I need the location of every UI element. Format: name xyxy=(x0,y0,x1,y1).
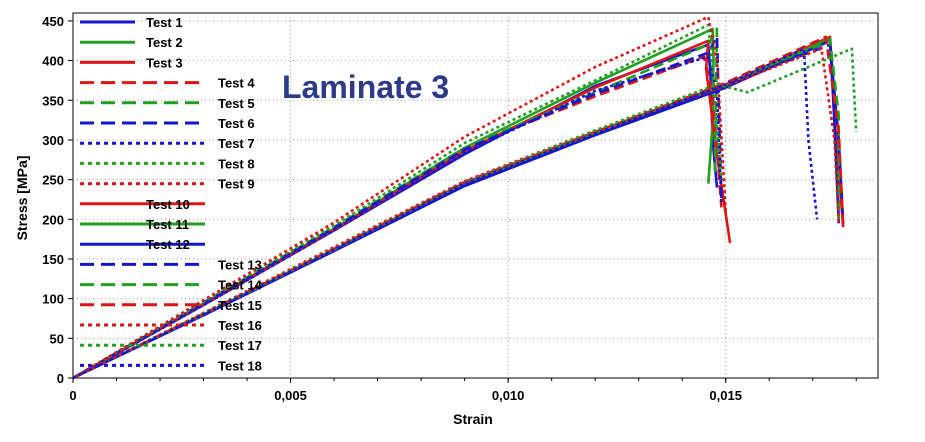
legend-label-8: Test 8 xyxy=(218,156,255,171)
legend-label-10: Test 10 xyxy=(146,197,190,212)
legend-label-3: Test 3 xyxy=(146,55,183,70)
legend-label-14: Test 14 xyxy=(218,278,263,293)
series-line-9 xyxy=(72,15,727,380)
legend-label-12: Test 12 xyxy=(146,237,190,252)
chart-title: Laminate 3 xyxy=(282,69,449,105)
legend-label-4: Test 4 xyxy=(218,76,255,91)
grid-lines xyxy=(73,13,878,378)
x-tick-label: 0 xyxy=(69,388,76,403)
y-tick-label: 350 xyxy=(42,93,64,108)
series-line-18 xyxy=(72,47,819,380)
legend-label-18: Test 18 xyxy=(218,358,262,373)
legend-label-11: Test 11 xyxy=(146,217,189,232)
series-lines xyxy=(72,15,858,380)
legend-label-5: Test 5 xyxy=(218,96,255,111)
legend-label-1: Test 1 xyxy=(146,15,183,30)
x-tick-label: 0,010 xyxy=(492,388,525,403)
y-tick-label: 250 xyxy=(42,173,64,188)
series-line-8 xyxy=(72,23,723,380)
y-tick-label: 100 xyxy=(42,292,64,307)
legend-label-13: Test 13 xyxy=(218,257,262,272)
y-tick-label: 300 xyxy=(42,133,64,148)
x-tick-label: 0,005 xyxy=(274,388,307,403)
legend-label-2: Test 2 xyxy=(146,35,183,50)
legend-label-9: Test 9 xyxy=(218,177,255,192)
series-line-15 xyxy=(72,35,845,380)
y-tick-label: 0 xyxy=(57,371,64,386)
legend-label-16: Test 16 xyxy=(218,318,262,333)
axis-ticks: 0 0,005 0,010 0,015 0 50 100 150 200 250 300 350 400… xyxy=(42,14,857,403)
legend-label-6: Test 6 xyxy=(218,116,255,131)
y-tick-label: 400 xyxy=(42,54,64,69)
x-axis-title: Strain xyxy=(453,411,493,427)
y-tick-label: 450 xyxy=(42,14,64,29)
legend-label-17: Test 17 xyxy=(218,338,262,353)
legend-label-7: Test 7 xyxy=(218,136,255,151)
legend: Test 1 Test 2 Test 3 Test 4 Test 5 Test 6 Test… xyxy=(80,15,263,373)
y-tick-label: 150 xyxy=(42,252,64,267)
x-tick-label: 0,015 xyxy=(709,388,742,403)
series-line-5 xyxy=(72,27,719,380)
y-tick-label: 50 xyxy=(50,331,64,346)
y-axis-title: Stress [MPa] xyxy=(14,156,30,241)
legend-label-15: Test 15 xyxy=(218,298,262,313)
y-tick-label: 200 xyxy=(42,212,64,227)
